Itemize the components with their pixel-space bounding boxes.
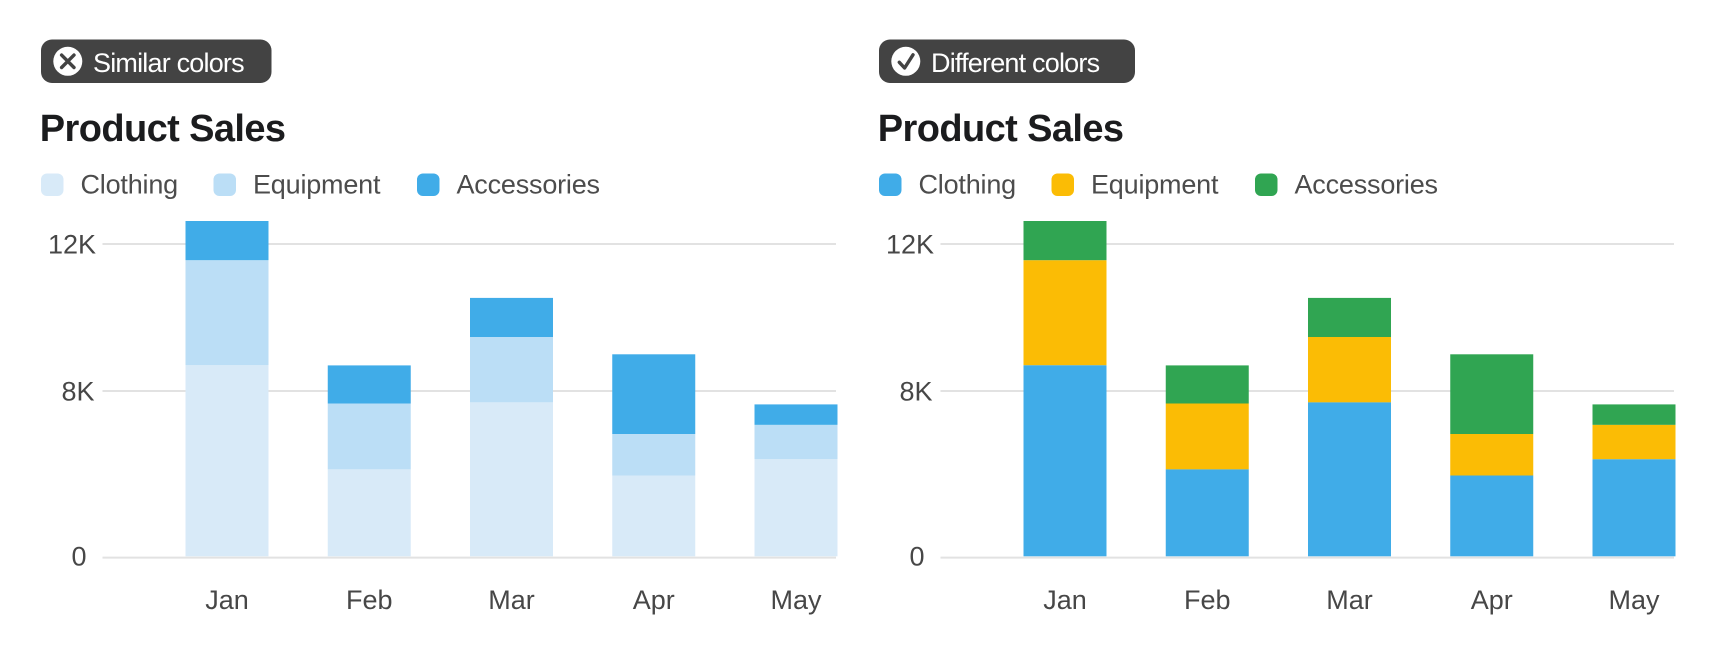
svg-text:Feb: Feb — [346, 585, 393, 615]
svg-text:Jan: Jan — [1043, 585, 1087, 615]
svg-text:Feb: Feb — [1184, 585, 1231, 615]
svg-text:8K: 8K — [899, 377, 932, 407]
svg-text:0: 0 — [71, 542, 86, 572]
svg-text:Similar colors: Similar colors — [93, 48, 244, 78]
svg-text:12K: 12K — [48, 230, 96, 260]
svg-text:12K: 12K — [886, 230, 934, 260]
svg-text:Product Sales: Product Sales — [878, 108, 1124, 150]
svg-text:Accessories: Accessories — [457, 170, 600, 200]
svg-text:0: 0 — [909, 542, 924, 572]
svg-text:Accessories: Accessories — [1295, 170, 1438, 200]
svg-text:Different colors: Different colors — [931, 48, 1100, 78]
svg-text:Mar: Mar — [1326, 585, 1373, 615]
svg-text:May: May — [770, 585, 822, 615]
svg-text:Equipment: Equipment — [1091, 170, 1219, 200]
svg-text:Clothing: Clothing — [81, 170, 178, 200]
svg-text:May: May — [1608, 585, 1660, 615]
svg-text:Clothing: Clothing — [919, 170, 1016, 200]
svg-text:Equipment: Equipment — [253, 170, 381, 200]
svg-text:Product Sales: Product Sales — [40, 108, 286, 150]
svg-text:Jan: Jan — [205, 585, 249, 615]
svg-text:Apr: Apr — [633, 585, 675, 615]
svg-text:8K: 8K — [61, 377, 94, 407]
svg-text:Apr: Apr — [1471, 585, 1513, 615]
svg-text:Mar: Mar — [488, 585, 535, 615]
